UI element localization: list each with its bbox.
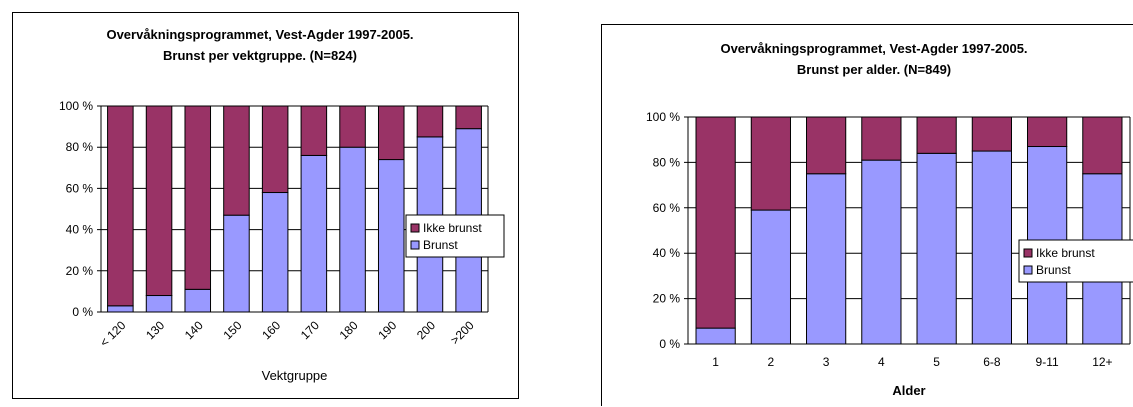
legend: Ikke brunst Brunst — [1018, 239, 1133, 283]
legend-label-brunst: Brunst — [1036, 263, 1071, 277]
x-tick-label: 140 — [182, 318, 206, 342]
bar-ikke-brunst — [916, 116, 957, 154]
x-axis-title: Vektgruppe — [262, 368, 328, 383]
y-tick-label: 0 % — [659, 337, 680, 351]
chart-subtitle: Brunst per vektgruppe. (N=824) — [163, 48, 357, 63]
bar-brunst — [223, 214, 250, 313]
x-tick-label: 180 — [337, 318, 361, 342]
x-tick-label: 2 — [768, 355, 775, 369]
bar-ikke-brunst — [971, 116, 1012, 152]
y-tick-label: 80 % — [66, 140, 94, 154]
bar-ikke-brunst — [107, 105, 134, 307]
chart-subtitle: Brunst per alder. (N=849) — [797, 62, 951, 77]
bar-brunst — [145, 295, 173, 313]
bar-brunst — [184, 288, 212, 313]
x-tick-label: 4 — [878, 355, 885, 369]
bar-brunst — [916, 152, 957, 345]
bar-ikke-brunst — [455, 105, 482, 130]
bar-ikke-brunst — [377, 105, 405, 161]
chart-panel-vektgruppe: Overvåkningsprogrammet, Vest-Agder 1997-… — [12, 12, 519, 399]
bar-ikke-brunst — [300, 105, 328, 156]
x-tick-label: 6-8 — [983, 355, 1001, 369]
y-tick-label: 40 % — [653, 246, 681, 260]
bar-ikke-brunst — [223, 105, 250, 216]
x-tick-label: 5 — [933, 355, 940, 369]
x-tick-label: 3 — [823, 355, 830, 369]
bar-ikke-brunst — [261, 105, 289, 194]
bar-ikke-brunst — [339, 105, 366, 148]
bar-ikke-brunst — [806, 116, 847, 175]
y-tick-label: 100 % — [646, 110, 680, 124]
x-tick-label: >200 — [448, 318, 477, 347]
legend-label-ikke-brunst: Ikke brunst — [423, 221, 482, 235]
legend-swatch-brunst — [1023, 265, 1033, 275]
legend-box — [405, 214, 505, 258]
bar-ikke-brunst — [416, 105, 444, 138]
y-tick-label: 100 % — [59, 99, 93, 113]
legend-label-brunst: Brunst — [423, 238, 458, 252]
x-tick-label: < 120 — [97, 318, 129, 350]
bar-ikke-brunst — [861, 116, 902, 161]
bar-brunst — [107, 305, 134, 313]
bar-brunst — [339, 146, 366, 313]
x-tick-label: 9-11 — [1036, 355, 1059, 369]
x-tick-label: 150 — [221, 318, 245, 342]
bar-brunst — [695, 327, 736, 345]
chart-title: Overvåkningsprogrammet, Vest-Agder 1997-… — [720, 41, 1027, 56]
legend-swatch-brunst — [410, 240, 420, 250]
bar-brunst — [861, 159, 902, 345]
bar-brunst — [750, 209, 791, 345]
x-tick-label: 12+ — [1092, 355, 1112, 369]
x-tick-label: 170 — [298, 318, 322, 342]
chart-title: Overvåkningsprogrammet, Vest-Agder 1997-… — [106, 27, 413, 42]
y-tick-label: 20 % — [653, 292, 681, 306]
bar-brunst — [300, 154, 328, 313]
bar-ikke-brunst — [750, 116, 791, 211]
y-tick-label: 60 % — [66, 181, 94, 195]
y-tick-label: 80 % — [653, 155, 681, 169]
chart-alder: Overvåkningsprogrammet, Vest-Agder 1997-… — [646, 41, 1133, 398]
chart-vektgruppe: Overvåkningsprogrammet, Vest-Agder 1997-… — [59, 27, 505, 383]
bar-ikke-brunst — [1082, 116, 1123, 175]
legend: Ikke brunst Brunst — [405, 214, 505, 258]
bar-ikke-brunst — [184, 105, 212, 290]
x-axis-title: Alder — [892, 383, 925, 398]
legend-swatch-ikke-brunst — [410, 223, 420, 233]
bar-brunst — [971, 150, 1012, 345]
bar-brunst — [261, 192, 289, 313]
x-tick-label: 1 — [712, 355, 719, 369]
y-tick-label: 20 % — [66, 264, 94, 278]
y-tick-label: 0 % — [72, 305, 93, 319]
legend-swatch-ikke-brunst — [1023, 248, 1033, 258]
bar-ikke-brunst — [145, 105, 173, 297]
x-tick-label: 190 — [375, 318, 399, 342]
x-tick-label: 200 — [414, 318, 438, 342]
y-tick-label: 60 % — [653, 201, 681, 215]
bar-ikke-brunst — [1027, 116, 1068, 148]
x-tick-label: 130 — [143, 318, 167, 342]
chart-panel-alder: Overvåkningsprogrammet, Vest-Agder 1997-… — [601, 24, 1133, 406]
legend-label-ikke-brunst: Ikke brunst — [1036, 246, 1095, 260]
y-tick-label: 40 % — [66, 223, 94, 237]
bar-brunst — [377, 159, 405, 313]
x-tick-label: 160 — [259, 318, 283, 342]
bar-ikke-brunst — [695, 116, 736, 329]
legend-box — [1018, 239, 1133, 283]
bar-brunst — [806, 173, 847, 345]
